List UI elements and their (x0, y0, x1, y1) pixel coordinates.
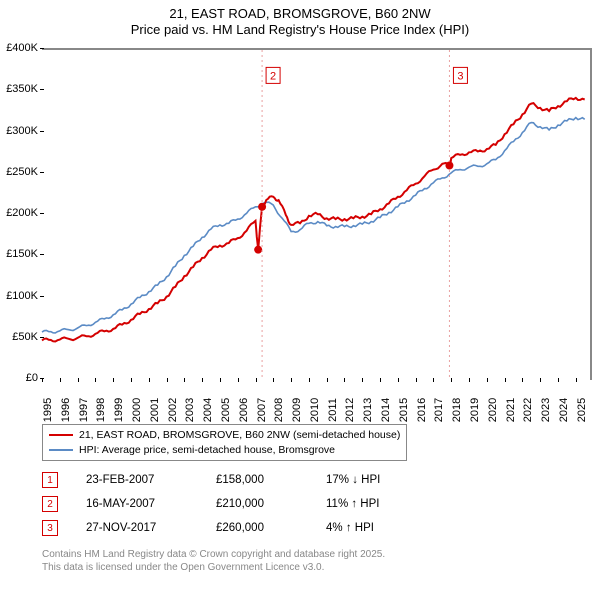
x-tick-label: 2000 (131, 398, 143, 422)
sales-table: 1 23-FEB-2007£158,00017% ↓ HPI 2 16-MAY-200… (42, 468, 436, 540)
legend: 21, EAST ROAD, BROMSGROVE, B60 2NW (semi… (42, 424, 407, 461)
footer-line2: This data is licensed under the Open Gov… (42, 561, 385, 574)
x-tick-label: 2014 (380, 398, 392, 422)
sale-delta: 11% ↑ HPI (326, 498, 436, 510)
sale-date: 16-MAY-2007 (86, 498, 216, 510)
sale-marker: 1 (42, 472, 58, 488)
x-tick-label: 2012 (344, 398, 356, 422)
sale-row: 1 23-FEB-2007£158,00017% ↓ HPI (42, 468, 436, 492)
x-tick-label: 2025 (576, 398, 588, 422)
title-line1: 21, EAST ROAD, BROMSGROVE, B60 2NW (0, 6, 600, 22)
x-tick-label: 2023 (540, 398, 552, 422)
marker-label-text: 3 (457, 70, 463, 82)
x-tick-label: 2007 (256, 398, 268, 422)
x-tick-label: 2017 (433, 398, 445, 422)
title-line2: Price paid vs. HM Land Registry's House … (0, 22, 600, 38)
y-tick-label: £300K (6, 125, 38, 137)
legend-row: HPI: Average price, semi-detached house,… (49, 443, 400, 458)
y-tick-label: £150K (6, 248, 38, 260)
sale-price: £210,000 (216, 498, 326, 510)
x-tick-label: 2015 (398, 398, 410, 422)
x-tick-label: 2001 (149, 398, 161, 422)
x-tick-label: 2010 (309, 398, 321, 422)
legend-swatch (49, 434, 73, 436)
x-tick-label: 2020 (487, 398, 499, 422)
y-tick-label: £200K (6, 207, 38, 219)
sale-delta: 4% ↑ HPI (326, 522, 436, 534)
x-tick-label: 2009 (291, 398, 303, 422)
x-tick-label: 2016 (416, 398, 428, 422)
x-tick-label: 2006 (238, 398, 250, 422)
x-tick-label: 2021 (505, 398, 517, 422)
chart-plot-area: 23 (42, 48, 592, 380)
footer-line1: Contains HM Land Registry data © Crown c… (42, 548, 385, 561)
legend-label: HPI: Average price, semi-detached house,… (79, 443, 335, 458)
chart-container: 21, EAST ROAD, BROMSGROVE, B60 2NW Price… (0, 0, 600, 590)
x-tick-label: 2002 (167, 398, 179, 422)
marker-dot (445, 162, 453, 170)
marker-dot (254, 246, 262, 254)
legend-row: 21, EAST ROAD, BROMSGROVE, B60 2NW (semi… (49, 428, 400, 443)
marker-label-text: 2 (270, 70, 276, 82)
y-tick-label: £400K (6, 42, 38, 54)
x-tick-label: 1995 (42, 398, 54, 422)
legend-swatch (49, 449, 73, 451)
x-tick-label: 2005 (220, 398, 232, 422)
x-tick-label: 2018 (451, 398, 463, 422)
sale-price: £158,000 (216, 474, 326, 486)
sale-price: £260,000 (216, 522, 326, 534)
sale-marker: 3 (42, 520, 58, 536)
sale-row: 3 27-NOV-2017£260,0004% ↑ HPI (42, 516, 436, 540)
y-tick-label: £250K (6, 166, 38, 178)
x-tick-label: 2003 (184, 398, 196, 422)
x-tick-label: 1999 (113, 398, 125, 422)
sale-delta: 17% ↓ HPI (326, 474, 436, 486)
y-tick-label: £50K (12, 331, 38, 343)
y-tick-label: £100K (6, 290, 38, 302)
x-axis-labels: 1995 1996 1997 1998 1999 2000 2001 2002 2003 2004… (42, 382, 590, 422)
series-hpi (42, 118, 585, 333)
x-tick-label: 2004 (202, 398, 214, 422)
sale-row: 2 16-MAY-2007£210,00011% ↑ HPI (42, 492, 436, 516)
x-tick-label: 2019 (469, 398, 481, 422)
series-property (42, 98, 585, 342)
x-tick-label: 1998 (95, 398, 107, 422)
sale-date: 27-NOV-2017 (86, 522, 216, 534)
x-tick-label: 2024 (558, 398, 570, 422)
x-tick-label: 2022 (522, 398, 534, 422)
x-tick-label: 1996 (60, 398, 72, 422)
sale-date: 23-FEB-2007 (86, 474, 216, 486)
x-tick-label: 2008 (273, 398, 285, 422)
x-tick-label: 2011 (327, 398, 339, 422)
sale-marker: 2 (42, 496, 58, 512)
x-tick-label: 1997 (78, 398, 90, 422)
y-axis-labels: £0£50K£100K£150K£200K£250K£300K£350K£400… (0, 48, 40, 378)
title-block: 21, EAST ROAD, BROMSGROVE, B60 2NW Price… (0, 0, 600, 39)
x-tick-label: 2013 (362, 398, 374, 422)
marker-dot (258, 203, 266, 211)
y-tick-label: £350K (6, 83, 38, 95)
footer-attribution: Contains HM Land Registry data © Crown c… (42, 548, 385, 574)
legend-label: 21, EAST ROAD, BROMSGROVE, B60 2NW (semi… (79, 428, 400, 443)
y-tick-label: £0 (26, 372, 38, 384)
chart-svg: 23 (42, 50, 590, 380)
